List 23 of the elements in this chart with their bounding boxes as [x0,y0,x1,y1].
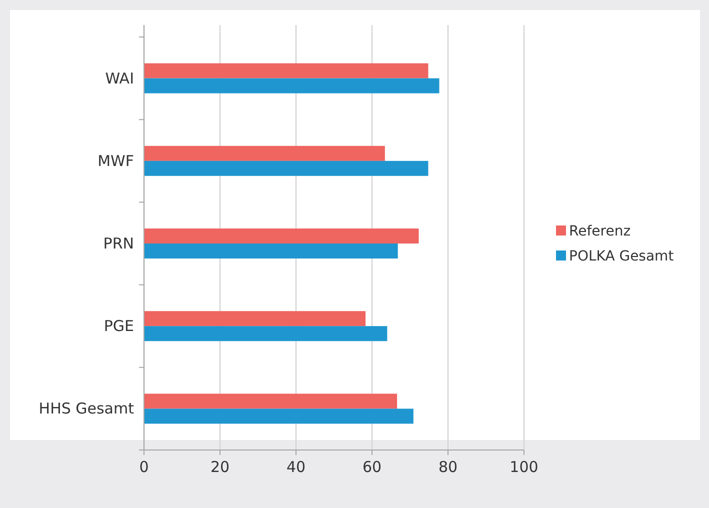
y-tick-label: HHS Gesamt [38,400,134,418]
legend-label: Referenz [569,224,631,240]
x-tick-label: 40 [286,458,306,476]
bar [144,394,398,409]
x-tick-label: 60 [362,458,382,476]
bar [144,244,398,258]
bar [144,311,366,326]
bar [144,63,428,78]
x-tick-label: 80 [438,458,458,476]
y-tick-label: PRN [103,234,134,252]
bar [144,408,414,424]
bar [144,146,385,161]
y-tick-label: WAI [105,69,134,88]
x-tick-label: 20 [210,458,230,476]
y-tick-label: MWF [98,152,134,170]
x-tick-label: 0 [139,458,149,476]
bar [144,326,388,342]
bar [144,78,440,94]
y-tick-label: PGE [104,317,134,336]
legend-label: POLKA Gesamt [569,248,674,264]
bar [144,228,419,244]
bar [144,160,428,176]
x-tick-label: 100 [510,458,538,476]
